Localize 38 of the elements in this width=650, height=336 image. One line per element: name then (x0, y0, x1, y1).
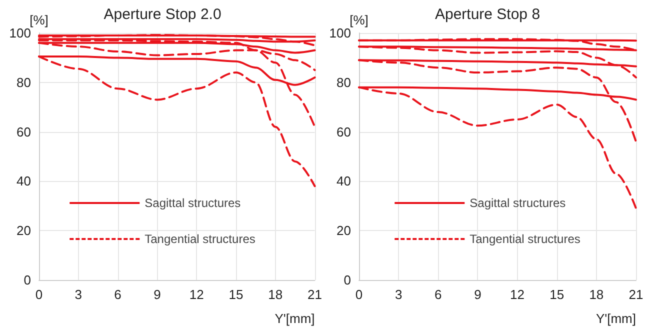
x-axis-title: Y'[mm] (596, 311, 636, 326)
x-tick-label: 0 (355, 287, 363, 302)
x-tick-label: 6 (434, 287, 442, 302)
x-tick-label: 9 (474, 287, 482, 302)
x-tick-label: 3 (74, 287, 82, 302)
x-tick-label: 12 (510, 287, 525, 302)
y-tick-label: 60 (336, 124, 351, 140)
y-tick-label: 80 (336, 74, 351, 90)
x-tick-label: 3 (394, 287, 402, 302)
y-axis-title: [%] (30, 12, 48, 28)
y-tick-label: 100 (9, 26, 31, 40)
x-tick-label: 15 (228, 287, 244, 302)
legend-label: Tangential structures (470, 232, 580, 246)
legend-label: Tangential structures (144, 232, 256, 246)
x-tick-label: 0 (35, 287, 43, 302)
y-tick-label: 40 (336, 174, 351, 189)
x-tick-label: 9 (154, 287, 161, 302)
x-tick-label: 12 (189, 287, 204, 302)
x-axis-title: Y'[mm] (274, 311, 315, 326)
x-tick-label: 21 (308, 287, 322, 302)
legend-label: Sagittal structures (144, 196, 241, 210)
y-tick-label: 20 (16, 223, 31, 238)
chart-title: Aperture Stop 8 (434, 6, 540, 23)
y-axis-title: [%] (350, 12, 368, 28)
y-tick-label: 20 (336, 223, 351, 238)
y-tick-label: 100 (329, 26, 351, 40)
y-tick-label: 40 (16, 174, 31, 189)
x-tick-label: 6 (114, 287, 122, 302)
y-tick-label: 0 (24, 272, 31, 288)
x-tick-label: 18 (268, 287, 283, 302)
chart-title: Aperture Stop 2.0 (104, 6, 222, 23)
legend-label: Sagittal structures (470, 196, 566, 210)
x-tick-label: 15 (550, 287, 564, 302)
y-tick-label: 80 (16, 74, 31, 90)
y-tick-label: 60 (16, 124, 31, 140)
x-tick-label: 18 (589, 287, 604, 302)
y-tick-label: 0 (344, 272, 351, 288)
x-tick-label: 21 (628, 287, 644, 302)
